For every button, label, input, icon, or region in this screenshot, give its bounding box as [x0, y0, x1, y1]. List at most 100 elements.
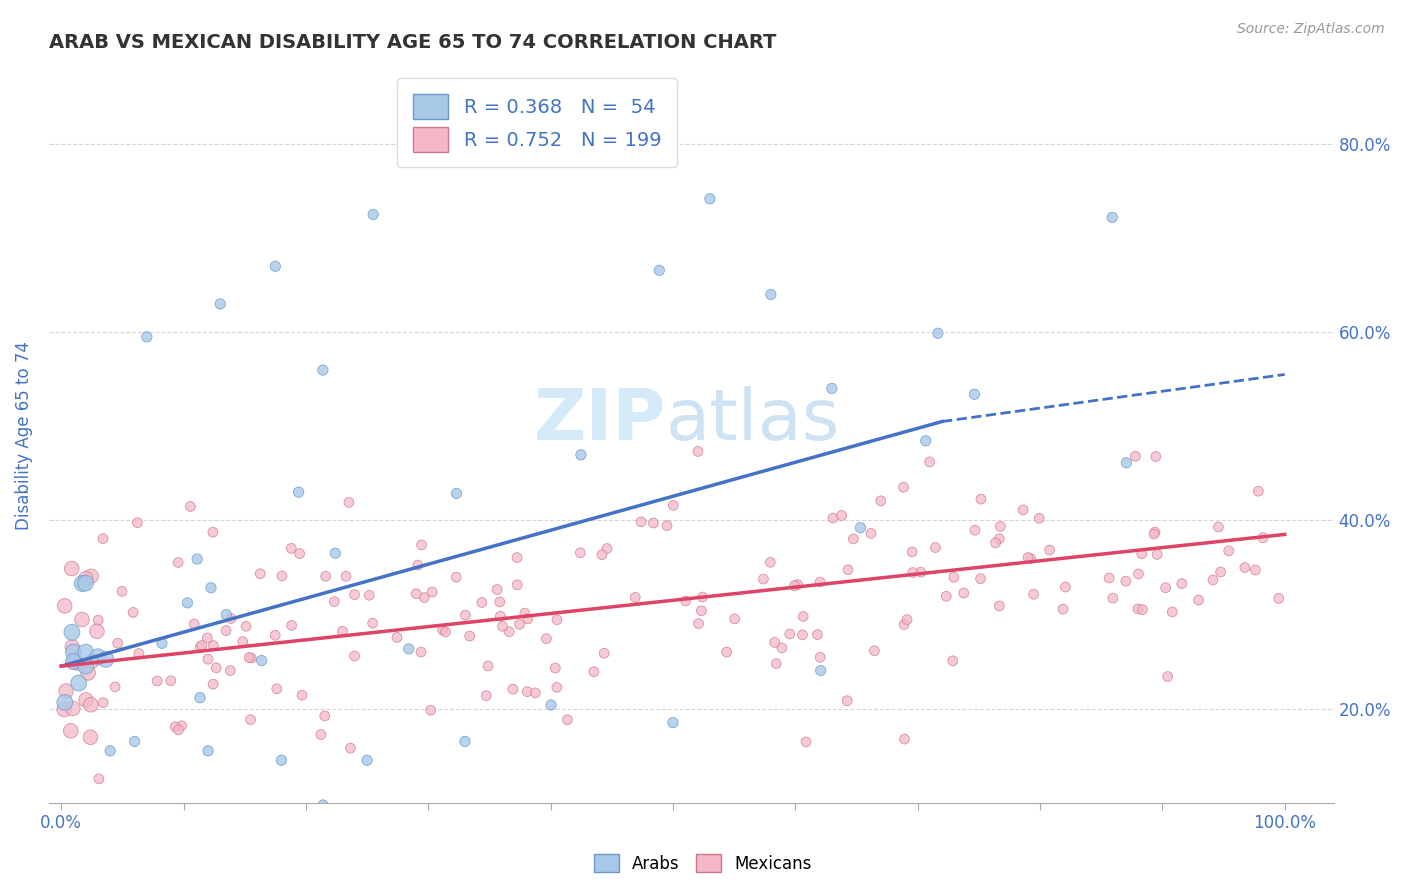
Point — [1144, 450, 1167, 464]
Text: atlas: atlas — [665, 386, 839, 456]
Point — [188, 640, 211, 655]
Point — [927, 326, 949, 341]
Point — [60, 561, 83, 575]
Point — [924, 541, 946, 555]
Point — [91, 696, 114, 710]
Point — [690, 604, 713, 618]
Point — [1209, 565, 1232, 579]
Point — [270, 569, 292, 583]
Point — [167, 556, 190, 570]
Point — [53, 695, 76, 709]
Point — [863, 644, 886, 658]
Point — [62, 655, 84, 669]
Point — [343, 648, 366, 663]
Point — [312, 797, 335, 812]
Point — [266, 681, 288, 696]
Point — [675, 594, 697, 608]
Point — [1132, 602, 1154, 616]
Point — [359, 588, 381, 602]
Point — [1101, 211, 1123, 225]
Point — [1251, 531, 1274, 545]
Point — [821, 381, 844, 395]
Point — [107, 636, 129, 650]
Point — [506, 578, 529, 592]
Point — [1101, 591, 1123, 606]
Point — [837, 694, 859, 708]
Point — [540, 698, 562, 712]
Point — [240, 651, 263, 665]
Point — [75, 693, 97, 707]
Point — [291, 688, 314, 702]
Point — [486, 582, 509, 597]
Point — [914, 434, 936, 448]
Point — [692, 590, 714, 604]
Point — [859, 526, 882, 541]
Point — [498, 624, 520, 639]
Point — [792, 628, 814, 642]
Point — [87, 613, 110, 627]
Point — [150, 636, 173, 650]
Point — [264, 628, 287, 642]
Point — [323, 594, 346, 608]
Point — [80, 698, 103, 712]
Point — [1039, 543, 1062, 558]
Point — [806, 627, 828, 641]
Point — [491, 619, 513, 633]
Point — [502, 682, 524, 697]
Point — [942, 570, 965, 584]
Point — [779, 627, 801, 641]
Point — [250, 653, 273, 667]
Point — [765, 657, 787, 671]
Point — [1268, 591, 1291, 606]
Point — [849, 521, 872, 535]
Point — [188, 690, 211, 705]
Point — [406, 558, 429, 573]
Point — [942, 654, 965, 668]
Point — [104, 680, 127, 694]
Point — [1161, 605, 1184, 619]
Point — [810, 664, 832, 678]
Point — [128, 647, 150, 661]
Point — [183, 617, 205, 632]
Point — [62, 645, 84, 659]
Point — [471, 595, 494, 609]
Y-axis label: Disability Age 65 to 74: Disability Age 65 to 74 — [15, 342, 32, 530]
Point — [444, 570, 467, 584]
Point — [332, 624, 354, 639]
Point — [96, 814, 118, 829]
Legend: Arabs, Mexicans: Arabs, Mexicans — [588, 847, 818, 880]
Point — [984, 536, 1007, 550]
Point — [893, 732, 915, 747]
Point — [288, 547, 311, 561]
Point — [385, 631, 408, 645]
Point — [988, 532, 1011, 546]
Point — [630, 515, 652, 529]
Point — [655, 518, 678, 533]
Point — [724, 612, 747, 626]
Point — [591, 548, 613, 562]
Point — [821, 511, 844, 525]
Point — [70, 612, 93, 626]
Point — [582, 665, 605, 679]
Point — [70, 576, 93, 591]
Point — [1126, 602, 1149, 616]
Point — [315, 569, 337, 583]
Point — [546, 613, 568, 627]
Point — [763, 635, 786, 649]
Point — [124, 734, 146, 748]
Point — [1202, 573, 1225, 587]
Point — [1125, 450, 1147, 464]
Point — [1098, 571, 1121, 585]
Point — [794, 735, 817, 749]
Point — [509, 617, 531, 632]
Point — [413, 591, 436, 605]
Point — [446, 486, 468, 500]
Point — [87, 649, 110, 664]
Point — [77, 665, 100, 680]
Point — [287, 485, 309, 500]
Point — [557, 713, 579, 727]
Point — [111, 584, 134, 599]
Point — [86, 624, 108, 639]
Point — [411, 538, 433, 552]
Point — [335, 569, 357, 583]
